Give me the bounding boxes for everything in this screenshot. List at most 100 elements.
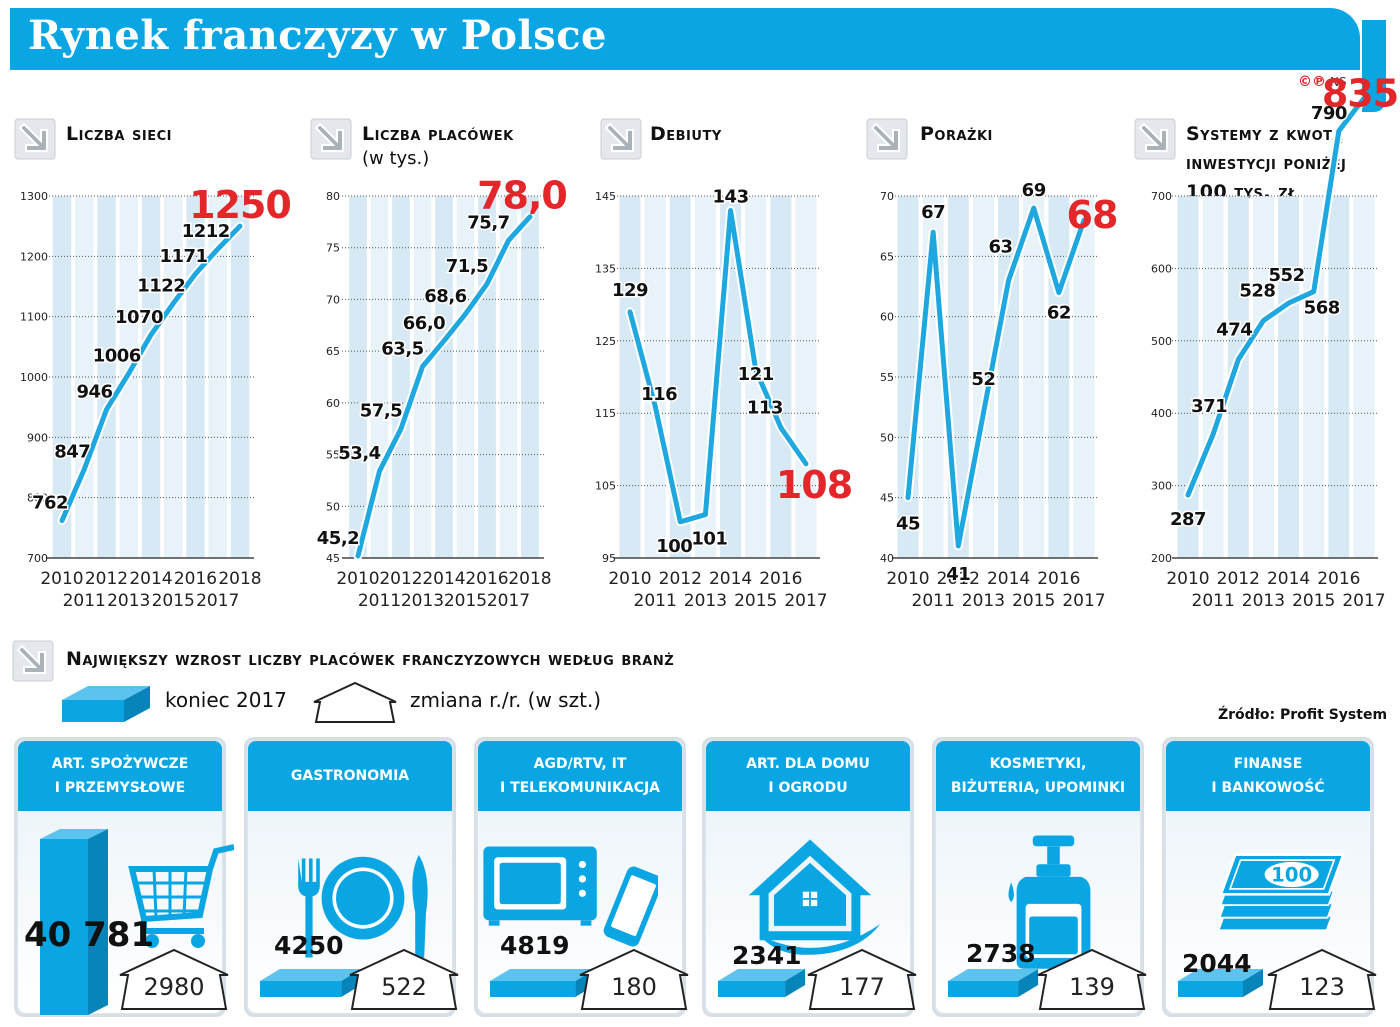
column-stripe (435, 196, 453, 558)
column-stripe (75, 196, 94, 558)
value-bar (260, 969, 362, 997)
shopping-cart-icon (40, 829, 234, 1015)
x-tick-label: 2015 (1292, 591, 1335, 611)
x-tick-label: 2017 (784, 591, 827, 611)
x-tick-label: 2017 (1342, 591, 1385, 611)
data-label: 71,5 (446, 256, 488, 277)
y-tick-label: 700 (1151, 190, 1172, 203)
y-tick-label: 115 (595, 407, 616, 420)
source-note: Źródło: Profit System (1218, 707, 1388, 723)
industry-title-line: ART. DLA DOMU (746, 756, 870, 772)
data-label: 474 (1216, 320, 1252, 341)
column-stripe (521, 196, 539, 558)
chart-4: 200 300 400 500 600 700 2010 2012 2014 2016 2011 20… (1151, 71, 1399, 611)
microwave-phone-icon (483, 846, 658, 947)
chart-title: Liczba sieci (66, 123, 172, 145)
x-tick-label: 2017 (487, 591, 530, 611)
series-line (355, 214, 533, 559)
y-tick-label: 80 (326, 190, 340, 203)
y-tick-label: 500 (1151, 335, 1172, 348)
banknotes-icon: 100 (1217, 853, 1346, 932)
highlight-value-label: 835 (1322, 71, 1398, 115)
x-tick-label: 2013 (401, 591, 444, 611)
column-stripe (1278, 196, 1300, 558)
column-stripe (1227, 196, 1249, 558)
series-line (1185, 95, 1367, 498)
industry-card-title: KOSMETYKI, BIŻUTERIA, UPOMINKI (936, 741, 1140, 811)
column-stripe (1177, 196, 1199, 558)
chart-subtitle: (w tys.) (362, 148, 430, 169)
industry-title-line: I PRZEMYSŁOWE (54, 780, 186, 796)
x-tick-label: 2012 (85, 569, 128, 589)
industry-card: GASTRONOMIA 4250 522 (244, 737, 459, 1017)
x-tick-label: 2018 (218, 569, 261, 589)
value-change: 2980 (143, 973, 205, 1001)
y-tick-label: 45 (326, 552, 340, 565)
y-tick-label: 60 (326, 397, 340, 410)
y-tick-label: 125 (595, 335, 616, 348)
data-label: 41 (946, 564, 970, 585)
y-tick-label: 55 (326, 449, 340, 462)
industry-title-line: GASTRONOMIA (290, 768, 410, 784)
legend-house-arrow-icon (313, 681, 397, 723)
arrow-down-right-icon (1134, 118, 1176, 160)
industry-title-line: I OGRODU (768, 780, 848, 796)
change-house-arrow-icon (1267, 948, 1377, 1010)
data-label: 101 (691, 529, 727, 550)
column-stripe (644, 196, 666, 558)
data-label: 1212 (182, 221, 230, 242)
y-tick-label: 1200 (20, 250, 48, 263)
x-tick-label: 2013 (962, 591, 1005, 611)
data-label: 57,5 (360, 401, 402, 422)
data-label: 790 (1311, 103, 1347, 124)
y-tick-label: 75 (326, 242, 340, 255)
column-stripe (349, 196, 367, 558)
x-tick-label: 2014 (709, 569, 752, 589)
x-tick-label: 2011 (63, 591, 106, 611)
chart-2: 95 105 115 125 135 145 2010 2012 2014 2016 2011 201… (595, 185, 853, 611)
x-tick-label: 2011 (1192, 591, 1235, 611)
industry-title-line: I BANKOWOŚĆ (1211, 780, 1325, 796)
x-tick-label: 2018 (508, 569, 551, 589)
x-tick-label: 2015 (734, 591, 777, 611)
industry-title-line: ART. SPOŻYWCZE (51, 756, 189, 772)
highlight-value-label: 108 (776, 463, 852, 507)
y-tick-label: 400 (1151, 407, 1172, 420)
data-label: 528 (1239, 281, 1275, 302)
y-tick-label: 1100 (20, 311, 48, 324)
column-stripe (1328, 196, 1350, 558)
x-tick-label: 2016 (465, 569, 508, 589)
column-stripe (795, 196, 817, 558)
x-tick-label: 2012 (659, 569, 702, 589)
value-bar (490, 969, 596, 997)
data-label: 143 (713, 186, 749, 207)
y-tick-label: 1300 (20, 190, 48, 203)
y-tick-label: 55 (880, 371, 894, 384)
column-stripe (1252, 196, 1274, 558)
x-tick-label: 2010 (336, 569, 379, 589)
industry-card: ART. SPOŻYWCZE I PRZEMYSŁOWE 40 781 2980 (14, 737, 234, 1017)
column-stripe (669, 196, 691, 558)
x-tick-label: 2012 (937, 569, 980, 589)
data-label: 45 (896, 514, 920, 535)
data-label: 63 (989, 236, 1013, 257)
value-end-2017: 4819 (500, 931, 570, 960)
value-change: 180 (611, 973, 657, 1001)
data-label: 100 (656, 536, 692, 557)
series-line (627, 207, 809, 525)
y-tick-label: 135 (595, 262, 616, 275)
y-tick-label: 70 (326, 293, 340, 306)
series-line (59, 223, 243, 524)
column-stripe (164, 196, 183, 558)
data-label: 75,7 (467, 212, 509, 233)
x-tick-label: 2010 (40, 569, 83, 589)
y-tick-label: 200 (1151, 552, 1172, 565)
value-change: 522 (381, 973, 427, 1001)
x-tick-label: 2014 (987, 569, 1030, 589)
data-label: 53,4 (338, 443, 380, 464)
data-label: 45,2 (317, 528, 359, 549)
column-stripe (456, 196, 475, 558)
data-label: 68,6 (424, 286, 466, 307)
chart-title: Liczba placówek (362, 123, 514, 145)
